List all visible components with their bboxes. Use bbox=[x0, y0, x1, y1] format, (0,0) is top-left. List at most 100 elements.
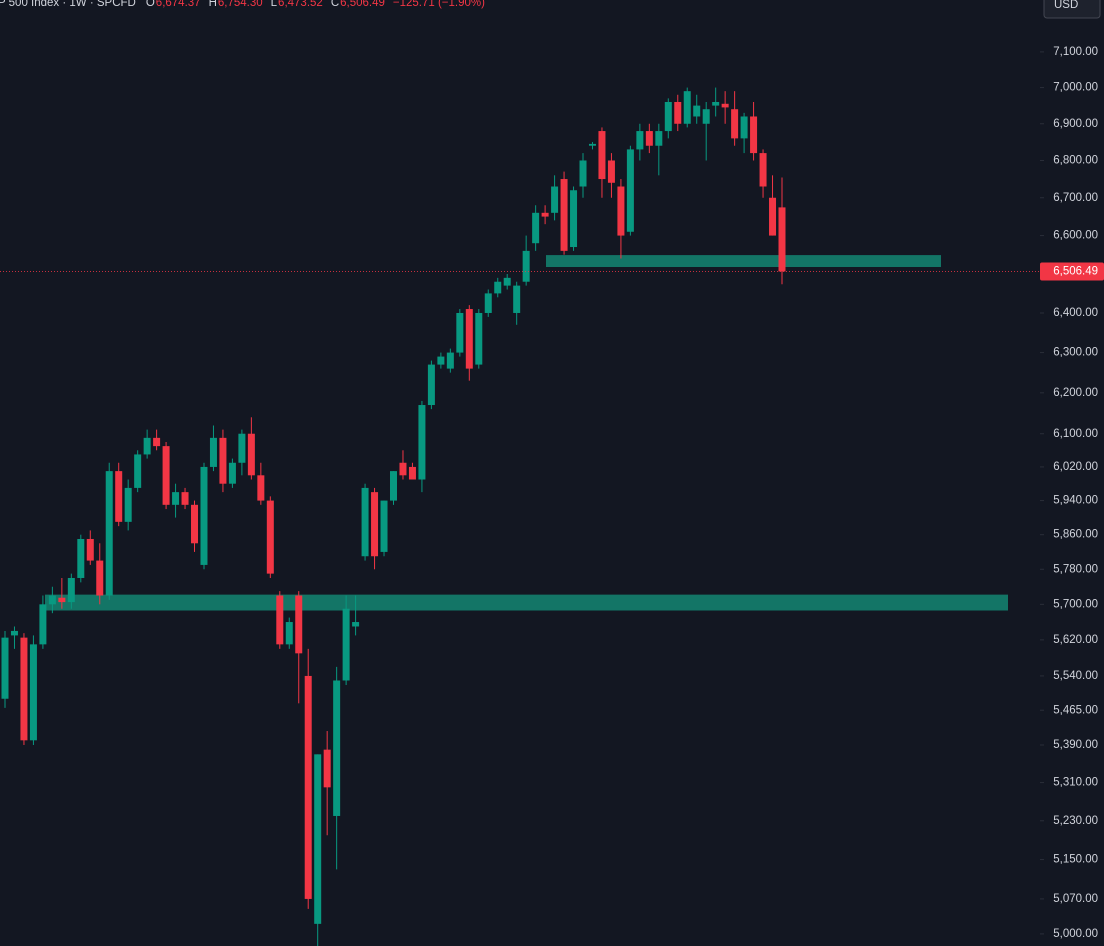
y-tick-label: 6,020.00 bbox=[1053, 461, 1098, 473]
candle-body bbox=[645, 131, 653, 146]
candle-body bbox=[219, 437, 227, 484]
y-tick-label: 5,000.00 bbox=[1053, 928, 1098, 940]
candle-body bbox=[181, 492, 189, 505]
y-tick-label: 5,070.00 bbox=[1053, 893, 1098, 905]
candle-body bbox=[503, 277, 511, 286]
y-tick-label: 6,900.00 bbox=[1053, 118, 1098, 130]
ohlc-value: 6,506.49 bbox=[340, 0, 385, 9]
candle-body bbox=[598, 131, 606, 180]
candle-body bbox=[588, 143, 596, 146]
candle-body bbox=[570, 190, 578, 248]
candle-body bbox=[437, 356, 445, 365]
candle-body bbox=[295, 595, 303, 654]
candle-body bbox=[352, 622, 360, 627]
chart-header: P 500 Index · 1W · SPCFD O 6,674.37 H 6,754… bbox=[0, 0, 485, 9]
candle-body bbox=[134, 454, 142, 488]
candle-body bbox=[86, 538, 94, 561]
y-tick-label: 5,230.00 bbox=[1053, 815, 1098, 827]
last-price-label: 6,506.49 bbox=[1053, 265, 1098, 277]
ohlc-key: C bbox=[331, 0, 339, 9]
y-tick-label: 7,000.00 bbox=[1053, 82, 1098, 94]
candle-body bbox=[399, 462, 407, 476]
chart-title: P 500 Index · 1W · SPCFD bbox=[0, 0, 136, 9]
candle-body bbox=[532, 212, 540, 244]
candle-body bbox=[427, 364, 435, 406]
y-tick-label: 6,700.00 bbox=[1053, 192, 1098, 204]
candle-body bbox=[1, 637, 9, 699]
candle-body bbox=[323, 749, 331, 788]
currency-label[interactable]: USD bbox=[1054, 0, 1078, 11]
last-price-box bbox=[1040, 262, 1104, 281]
candle-body bbox=[465, 309, 473, 369]
candle-body bbox=[655, 131, 663, 146]
plot-area bbox=[0, 87, 1040, 946]
candle-body bbox=[636, 131, 644, 150]
candle-body bbox=[674, 101, 682, 124]
candle-body bbox=[342, 608, 350, 681]
y-tick-label: 5,700.00 bbox=[1053, 598, 1098, 610]
candle-body bbox=[304, 675, 312, 899]
candle-body bbox=[731, 109, 739, 139]
candle-body bbox=[513, 285, 521, 313]
candle-body bbox=[105, 471, 113, 596]
candle-body bbox=[408, 466, 416, 480]
candle-body bbox=[10, 630, 18, 636]
candle-body bbox=[759, 153, 767, 187]
y-tick-label: 5,390.00 bbox=[1053, 739, 1098, 751]
y-tick-label: 6,100.00 bbox=[1053, 428, 1098, 440]
candle-body bbox=[124, 487, 132, 522]
candle-body bbox=[39, 604, 47, 645]
support-zone bbox=[546, 255, 941, 268]
y-tick-label: 5,540.00 bbox=[1053, 670, 1098, 682]
candle-body bbox=[333, 680, 341, 816]
candle-body bbox=[617, 186, 625, 236]
candle-body bbox=[693, 105, 701, 117]
candle-body bbox=[285, 622, 293, 645]
price-change: −125.71 (−1.90%) bbox=[393, 0, 485, 9]
currency-button[interactable] bbox=[1043, 0, 1101, 19]
ohlc-key: O bbox=[146, 0, 155, 9]
candle-body bbox=[522, 250, 530, 282]
candle-body bbox=[683, 91, 691, 124]
candle-body bbox=[607, 160, 615, 183]
candle-body bbox=[484, 293, 492, 313]
candle-body bbox=[228, 462, 236, 484]
y-tick-label: 6,600.00 bbox=[1053, 230, 1098, 242]
candle-body bbox=[418, 405, 426, 480]
candle-body bbox=[769, 197, 777, 236]
ohlc-value: 6,674.37 bbox=[156, 0, 201, 9]
y-tick-label: 6,800.00 bbox=[1053, 155, 1098, 167]
candle-body bbox=[740, 116, 748, 139]
candle-body bbox=[115, 471, 123, 522]
y-tick-label: 6,300.00 bbox=[1053, 347, 1098, 359]
y-tick-label: 5,465.00 bbox=[1053, 704, 1098, 716]
y-tick-label: 5,150.00 bbox=[1053, 854, 1098, 866]
candle-body bbox=[390, 471, 397, 501]
candle-body bbox=[143, 437, 151, 455]
ohlc-key: L bbox=[271, 0, 278, 9]
candle-body bbox=[209, 437, 217, 467]
candle-body bbox=[664, 101, 672, 132]
y-tick-label: 5,860.00 bbox=[1053, 529, 1098, 541]
candle-body bbox=[238, 433, 246, 463]
candle-body bbox=[702, 109, 710, 124]
candle-body bbox=[541, 212, 549, 217]
y-tick-label: 6,200.00 bbox=[1053, 387, 1098, 399]
candle-body bbox=[191, 504, 199, 544]
candle-body bbox=[58, 597, 66, 603]
y-tick-label: 5,620.00 bbox=[1053, 634, 1098, 646]
candle-body bbox=[29, 644, 37, 741]
candle-body bbox=[257, 475, 265, 501]
candle-body bbox=[494, 281, 502, 294]
candle-body bbox=[67, 577, 75, 603]
candle-body bbox=[48, 595, 56, 605]
candle-body bbox=[560, 179, 568, 251]
support-zone bbox=[45, 594, 1008, 611]
ohlc-key: H bbox=[209, 0, 217, 9]
y-tick-label: 5,940.00 bbox=[1053, 495, 1098, 507]
candle-body bbox=[626, 149, 634, 232]
candle-body bbox=[266, 500, 274, 574]
candle-body bbox=[200, 466, 208, 565]
